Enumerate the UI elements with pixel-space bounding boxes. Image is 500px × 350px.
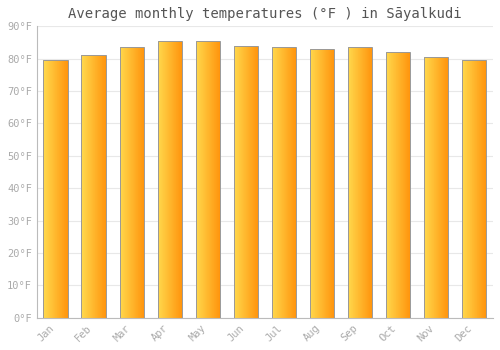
Bar — [462, 60, 486, 318]
Bar — [386, 52, 410, 318]
Title: Average monthly temperatures (°F ) in Sāyalkudi: Average monthly temperatures (°F ) in Sā… — [68, 7, 462, 21]
Bar — [120, 47, 144, 318]
Bar — [310, 49, 334, 318]
Bar — [348, 47, 372, 318]
Bar — [272, 47, 296, 318]
Bar — [158, 41, 182, 318]
Bar — [44, 60, 68, 318]
Bar — [234, 46, 258, 318]
Bar — [424, 57, 448, 318]
Bar — [82, 55, 106, 318]
Bar — [196, 41, 220, 318]
